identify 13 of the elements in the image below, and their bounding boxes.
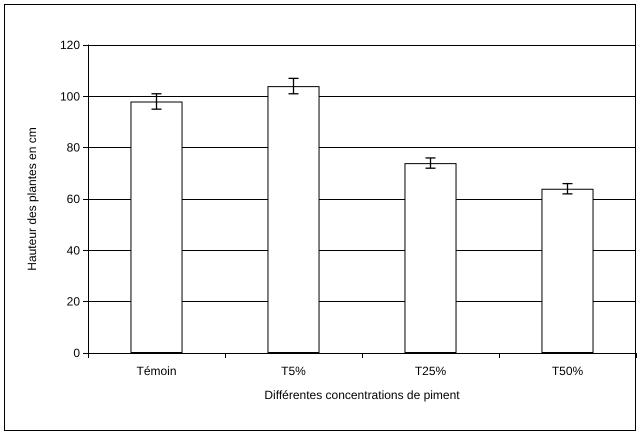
y-tick-label: 120 <box>60 38 80 52</box>
x-axis-title: Différentes concentrations de piment <box>264 388 460 402</box>
x-tick-label: T25% <box>414 364 446 378</box>
y-tick-label: 40 <box>66 243 80 258</box>
x-tick-label: T5% <box>281 364 306 378</box>
y-tick-label: 100 <box>60 89 80 104</box>
y-tick-label: 0 <box>73 346 80 360</box>
y-tick-label: 20 <box>66 294 80 309</box>
x-tick-label: T50% <box>552 364 584 378</box>
y-axis-title: Hauteur des plantes en cm <box>25 127 39 271</box>
y-tick-label: 60 <box>66 192 80 206</box>
x-tick-label: Témoin <box>136 364 177 378</box>
y-tick-label: 80 <box>66 140 80 155</box>
